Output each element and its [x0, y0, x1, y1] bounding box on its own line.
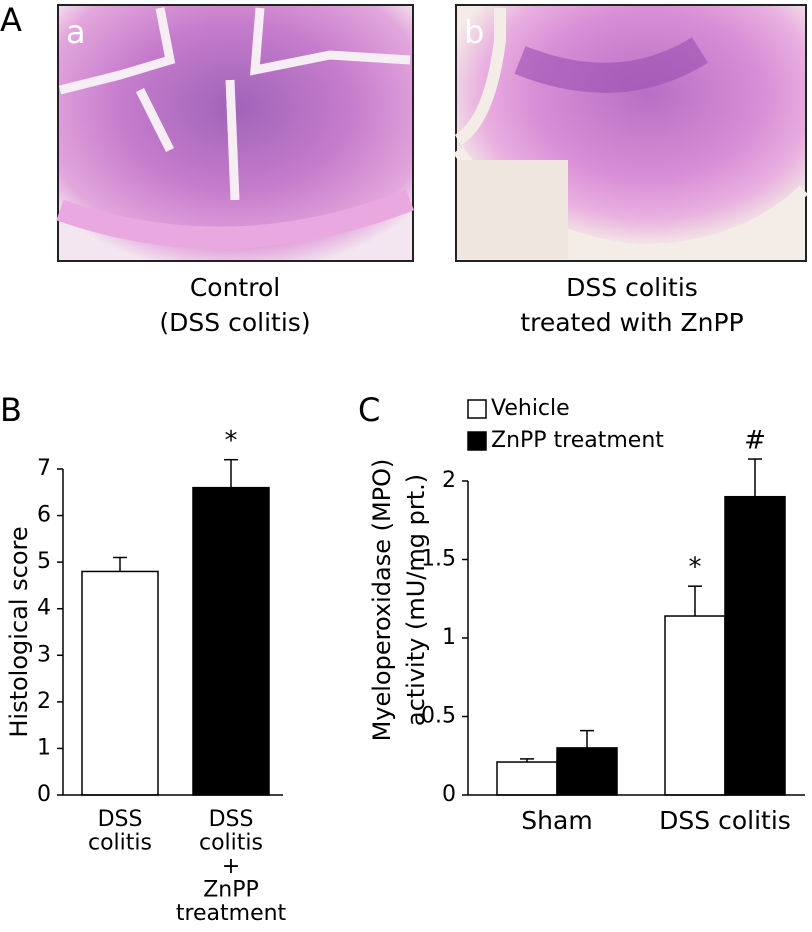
panel-label: A — [0, 1, 22, 39]
panel-label: C — [358, 391, 380, 429]
x-tick-label: treatment — [176, 901, 287, 926]
image-caption: (DSS colitis) — [159, 308, 310, 337]
legend-swatch — [467, 399, 487, 419]
bar — [192, 486, 270, 796]
bar — [724, 495, 786, 796]
x-tick-label: colitis — [88, 831, 152, 856]
x-tick-label: + — [222, 854, 240, 879]
image-caption: Control — [190, 273, 280, 302]
y-tick-label: 7 — [37, 456, 51, 481]
bar — [556, 747, 618, 796]
y-tick-label: 0 — [442, 782, 456, 807]
annotation: * — [689, 553, 702, 583]
bar — [664, 615, 726, 796]
y-tick-label: 6 — [37, 503, 51, 528]
bar — [81, 570, 159, 796]
y-tick-label: 1.5 — [421, 547, 456, 572]
y-tick-label: 4 — [37, 596, 51, 621]
image-caption: DSS colitis — [566, 273, 698, 302]
panel-label: B — [0, 391, 22, 429]
histology-image-b — [453, 4, 809, 262]
y-tick-label: 2 — [442, 468, 456, 493]
legend-swatch — [467, 431, 487, 451]
annotation: * — [225, 426, 238, 456]
x-tick-label: DSS colitis — [659, 806, 791, 835]
legend-label: Vehicle — [491, 396, 570, 421]
x-tick-label: ZnPP — [203, 878, 259, 903]
y-tick-label: 0.5 — [421, 704, 456, 729]
x-tick-label: Sham — [521, 806, 592, 835]
image-caption: treated with ZnPP — [520, 308, 743, 337]
x-tick-label: DSS — [98, 807, 143, 832]
x-tick-label: DSS — [209, 807, 254, 832]
annotation: # — [744, 426, 766, 456]
y-tick-label: 3 — [37, 642, 51, 667]
image-label: a — [66, 13, 86, 51]
y-tick-label: 1 — [442, 625, 456, 650]
x-tick-label: colitis — [199, 831, 263, 856]
y-tick-label: 5 — [37, 549, 51, 574]
image-label: b — [464, 13, 484, 51]
histology-image-a — [56, 4, 414, 262]
y-axis-label: activity (mU/mg prt.) — [402, 474, 430, 726]
y-tick-label: 2 — [37, 689, 51, 714]
y-tick-label: 0 — [37, 782, 51, 807]
y-axis-label: Myeloperoxidase (MPO) — [368, 459, 396, 742]
bar — [496, 761, 558, 796]
y-axis-label: Histological score — [5, 526, 33, 737]
y-tick-label: 1 — [37, 735, 51, 760]
legend-label: ZnPP treatment — [491, 428, 664, 453]
